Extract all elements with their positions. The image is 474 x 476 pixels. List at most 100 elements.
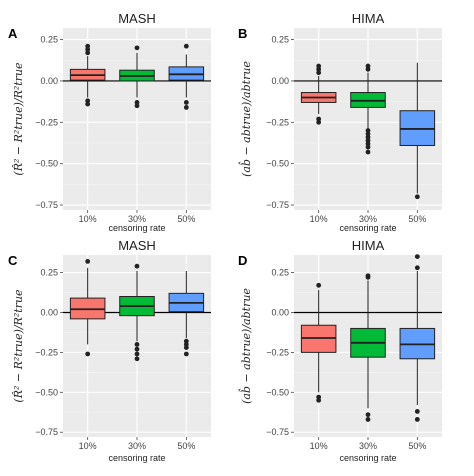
outlier-point [316,66,322,72]
outlier-point [365,134,371,140]
panel-tag: D [238,253,247,268]
outlier-point [316,63,322,69]
outlier-point [365,138,371,143]
x-tick-label: 30% [128,441,146,451]
outlier-point [134,351,140,357]
y-tick-label: 0.00 [271,307,289,317]
outlier-point [134,342,140,347]
x-tick-label: 30% [128,214,146,224]
outlier-point [183,43,189,49]
outlier-point [134,346,140,352]
panel-title: MASH [118,11,156,26]
outlier-point [365,128,371,133]
panel-d: 0.25 0.00 −0.25 −0.50 −0.75 10% 30% 50% HIMA Dcen… [238,238,442,463]
panel-tag: C [8,253,18,268]
box-1 [300,63,337,125]
box-2 [119,45,155,109]
outlier-point [414,194,420,200]
x-axis-label: censoring rate [108,453,165,463]
outlier-point [134,263,140,269]
outlier-point [85,98,91,104]
y-axis-label: (R̂² − R²true)/R²true [12,62,25,176]
y-tick-label: −0.50 [35,159,58,169]
panel-b: 0.25 0.00 −0.25 −0.50 −0.75 10% 30% 50% HIMA Bcen… [238,11,442,233]
y-axis-label: (ab̂ − abtrue)/abtrue [239,61,253,177]
outlier-point [183,105,189,110]
outlier-point [316,116,322,122]
outlier-point [134,356,140,362]
panel-c: 0.25 0.00 −0.25 −0.50 −0.75 10% 30% 50% MASH Ccen… [8,238,211,463]
y-tick-label: −0.75 [266,200,289,210]
panel-title: HIMA [352,238,385,253]
outlier-point [365,66,371,72]
box-3 [399,62,436,200]
y-tick-label: −0.25 [35,347,58,357]
y-tick-label: −0.50 [266,159,289,169]
panel-title: HIMA [352,11,385,26]
outlier-point [365,63,371,69]
y-tick-label: 0.25 [40,35,58,45]
x-tick-label: 10% [310,441,328,451]
box-1 [300,282,337,403]
outlier-point [365,274,371,280]
outlier-point [365,144,371,150]
outlier-point [85,351,91,357]
outlier-point [183,345,189,350]
x-axis-label: censoring rate [108,223,165,233]
panel-tag: B [238,26,247,41]
x-tick-label: 50% [408,214,426,224]
x-axis-label: censoring rate [339,223,396,233]
y-tick-label: −0.50 [35,387,58,397]
y-tick-label: −0.25 [35,117,58,127]
outlier-point [85,43,91,49]
outlier-point [365,412,371,418]
outlier-point [365,131,371,137]
outlier-point [316,70,322,76]
x-tick-label: 30% [359,441,377,451]
x-tick-label: 10% [79,214,97,224]
y-tick-label: −0.25 [266,347,289,357]
outlier-point [183,100,189,105]
box-2 [350,273,386,422]
outlier-point [134,45,140,51]
outlier-point [85,50,91,56]
y-tick-label: 0.00 [40,76,58,86]
x-tick-label: 50% [177,214,195,224]
outlier-point [134,103,140,109]
outlier-point [316,282,322,288]
outlier-point [85,101,91,107]
x-axis-label: censoring rate [339,453,396,463]
outlier-point [365,141,371,147]
box-2 [350,63,386,155]
box-3 [168,270,205,357]
outlier-point [183,351,189,357]
y-axis-label: (R̂² − R²true)/R²true [12,289,25,403]
box-2 [119,263,155,362]
x-tick-label: 50% [408,441,426,451]
outlier-point [316,119,322,125]
panel-a: 0.25 0.00 −0.25 −0.50 −0.75 10% 30% 50% MASH Acen… [8,11,211,233]
outlier-point [316,397,322,403]
outlier-point [365,417,371,422]
box-1 [69,43,106,107]
outlier-point [85,47,91,52]
panel-title: MASH [118,238,156,253]
y-tick-label: 0.00 [40,307,58,317]
outlier-point [414,409,420,414]
box-1 [69,258,106,357]
box-3 [399,254,436,422]
outlier-point [134,100,140,105]
x-tick-label: 30% [359,214,377,224]
y-tick-label: −0.75 [35,200,58,210]
y-tick-label: −0.75 [35,427,58,437]
box-3 [168,43,205,110]
outlier-point [85,258,91,264]
y-axis-label: (ab̂ − abtrue)/abtrue [239,288,253,404]
y-tick-label: 0.25 [40,268,58,278]
panel-tag: A [8,26,18,41]
y-tick-label: −0.75 [266,427,289,437]
outlier-point [365,149,371,155]
outlier-point [414,254,420,259]
y-tick-label: −0.50 [266,387,289,397]
